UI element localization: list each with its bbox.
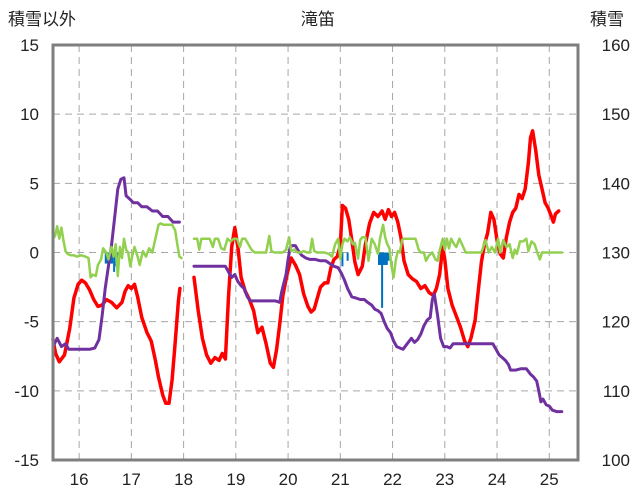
series-line-red xyxy=(192,129,561,370)
precip-bar xyxy=(113,252,116,272)
precip-bar xyxy=(381,252,384,308)
series-line-purple xyxy=(192,244,564,414)
x-tick-label: 18 xyxy=(174,470,193,489)
precip-bar xyxy=(346,252,349,261)
y-right-tick-label: 100 xyxy=(602,451,630,470)
y-right-tick-label: 140 xyxy=(602,174,630,193)
x-tick-label: 20 xyxy=(279,470,298,489)
precip-bar xyxy=(384,252,387,265)
series-line-red xyxy=(51,278,182,406)
x-tick-label: 25 xyxy=(540,470,559,489)
series-line-purple xyxy=(51,176,181,351)
y-left-tick-label: 0 xyxy=(30,244,39,263)
x-tick-label: 22 xyxy=(383,470,402,489)
y-left-tick-label: -15 xyxy=(14,451,39,470)
x-tick-label: 24 xyxy=(488,470,507,489)
y-right-tick-label: 130 xyxy=(602,244,630,263)
series-line-green xyxy=(51,222,183,279)
y-right-tick-label: 110 xyxy=(603,382,630,401)
precip-bar xyxy=(382,252,385,265)
y-right-tick-label: 160 xyxy=(602,36,630,55)
precip-bar xyxy=(111,252,114,264)
y-left-tick-label: 10 xyxy=(20,105,39,124)
y-left-tick-label: -5 xyxy=(24,313,39,332)
y-left-tick-label: 5 xyxy=(30,174,39,193)
precip-bar xyxy=(385,252,388,265)
left-axis-label: 積雪以外 xyxy=(8,10,76,30)
precip-bar xyxy=(379,252,382,265)
x-tick-label: 16 xyxy=(70,470,89,489)
x-tick-label: 23 xyxy=(435,470,454,489)
y-left-tick-label: 15 xyxy=(20,36,39,55)
x-tick-label: 17 xyxy=(122,470,141,489)
precip-bar xyxy=(387,252,390,261)
y-right-tick-label: 120 xyxy=(602,313,630,332)
y-left-tick-label: -10 xyxy=(14,382,39,401)
plot-frame xyxy=(51,43,580,462)
precip-bar xyxy=(341,252,344,267)
x-tick-label: 21 xyxy=(331,470,350,489)
y-right-tick-label: 150 xyxy=(602,105,630,124)
precip-bar xyxy=(104,252,107,264)
series-line-green xyxy=(192,223,564,279)
right-axis-label: 積雪 xyxy=(590,10,624,30)
x-tick-label: 19 xyxy=(226,470,245,489)
plot-area: 15 10 5 0 -5 -10 -15 160 150 140 130 120 110 100 16 17 1… xyxy=(14,36,630,489)
chart-title: 滝笛 xyxy=(301,10,335,30)
precip-bar xyxy=(377,252,380,265)
